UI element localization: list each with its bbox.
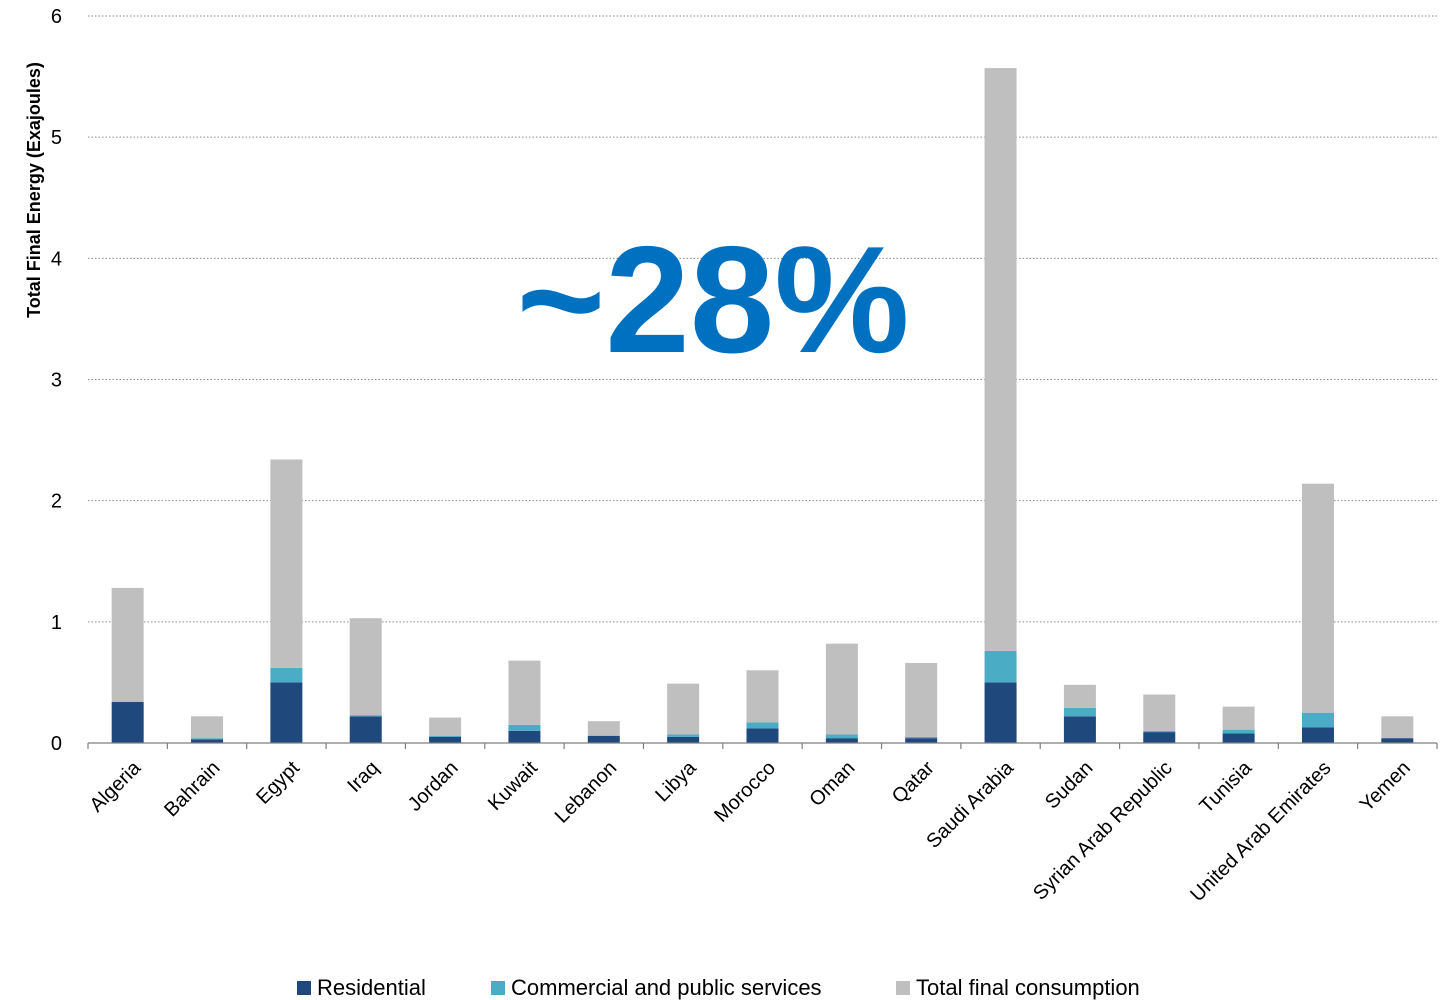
bar-segment-residential <box>508 730 541 743</box>
bar-segment-total-final-consumption <box>667 683 700 735</box>
bar-segment-residential <box>1143 732 1176 743</box>
x-tick-label: Tunisia <box>1196 756 1257 817</box>
bar-segment-commercial-and-public-services <box>825 734 858 739</box>
bar-segment-total-final-consumption <box>1222 706 1255 730</box>
legend-swatch <box>491 981 505 995</box>
bar-segment-residential <box>191 739 224 743</box>
bar-segment-residential <box>349 716 382 743</box>
x-tick-label: Jordan <box>404 757 463 816</box>
legend-item: Total final consumption <box>896 975 1140 1000</box>
x-tick-label: Sudan <box>1041 757 1097 813</box>
legend-label: Commercial and public services <box>511 975 822 1000</box>
bar-segment-residential <box>984 682 1017 743</box>
bar-segment-residential <box>587 735 620 743</box>
x-tick-label: Algeria <box>86 756 146 816</box>
bar-segment-total-final-consumption <box>1301 483 1334 713</box>
bar-segment-residential <box>1301 727 1334 743</box>
y-tick-labels: 0 1 2 3 4 5 6 <box>51 6 62 755</box>
bar-segment-total-final-consumption <box>1063 684 1096 708</box>
bar-segment-residential <box>111 701 144 743</box>
legend-label: Total final consumption <box>916 975 1140 1000</box>
bar-segment-total-final-consumption <box>746 670 779 723</box>
bar-segment-commercial-and-public-services <box>349 715 382 717</box>
y-tick-label: 0 <box>51 733 62 755</box>
bar-segment-total-final-consumption <box>984 68 1017 651</box>
x-tick-label: Qatar <box>888 757 939 808</box>
bar-segment-commercial-and-public-services <box>508 724 541 731</box>
x-tick-label: Kuwait <box>484 757 542 815</box>
bar-segment-total-final-consumption <box>587 721 620 736</box>
bar-segment-total-final-consumption <box>1143 694 1176 731</box>
x-tick-label: Iraq <box>343 757 383 797</box>
x-tick-label: Syrian Arab Republic <box>1029 757 1177 905</box>
legend-item: Commercial and public services <box>491 975 822 1000</box>
bar-segment-commercial-and-public-services <box>1063 707 1096 717</box>
annotation-percentage: ~28% <box>517 215 910 385</box>
legend-swatch <box>297 981 311 995</box>
bar-segment-residential <box>429 736 462 743</box>
y-tick-label: 2 <box>51 491 62 513</box>
bar-segment-total-final-consumption <box>349 618 382 716</box>
legend-swatch <box>896 981 910 995</box>
bar-segment-total-final-consumption <box>270 459 303 668</box>
y-tick-label: 5 <box>51 127 62 149</box>
x-tick-labels: Algeria Bahrain Egypt Iraq Jordan Kuwait Leban… <box>86 743 1438 906</box>
bar-segment-residential <box>667 736 700 743</box>
x-tick-label: Egypt <box>252 757 304 809</box>
bar-segment-commercial-and-public-services <box>667 734 700 737</box>
bar-segment-commercial-and-public-services <box>905 736 938 739</box>
x-tick-label: Oman <box>805 757 859 811</box>
x-tick-label: United Arab Emirates <box>1186 757 1335 906</box>
bar-segment-residential <box>1222 733 1255 743</box>
bar-segment-total-final-consumption <box>825 643 858 735</box>
bars <box>111 68 1414 743</box>
x-tick-label: Bahrain <box>160 757 224 821</box>
bar-segment-total-final-consumption <box>191 716 224 739</box>
bar-segment-commercial-and-public-services <box>746 722 779 729</box>
legend-item: Residential <box>297 975 426 1000</box>
bar-segment-residential <box>905 738 938 743</box>
y-tick-label: 1 <box>51 612 62 634</box>
bar-segment-commercial-and-public-services <box>429 735 462 737</box>
bar-segment-total-final-consumption <box>1381 716 1414 739</box>
bar-segment-residential <box>825 738 858 743</box>
bar-segment-residential <box>1381 738 1414 743</box>
bar-segment-total-final-consumption <box>429 717 462 736</box>
bar-segment-residential <box>746 728 779 743</box>
bar-segment-commercial-and-public-services <box>1301 712 1334 728</box>
bar-segment-commercial-and-public-services <box>984 650 1017 683</box>
y-tick-label: 6 <box>51 6 62 28</box>
bar-segment-residential <box>270 682 303 743</box>
bar-segment-commercial-and-public-services <box>1222 729 1255 734</box>
y-axis-label: Total Final Energy (Exajoules) <box>24 62 44 318</box>
y-tick-label: 3 <box>51 370 62 392</box>
gridlines <box>88 15 1437 623</box>
legend: Residential Commercial and public service… <box>297 975 1140 1000</box>
bar-segment-total-final-consumption <box>111 587 144 702</box>
bar-segment-total-final-consumption <box>508 660 541 725</box>
x-tick-label: Morocco <box>710 757 780 827</box>
bar-segment-commercial-and-public-services <box>1143 730 1176 733</box>
legend-label: Residential <box>317 975 426 1000</box>
bar-segment-total-final-consumption <box>905 663 938 737</box>
bar-segment-residential <box>1063 716 1096 743</box>
x-tick-label: Yemen <box>1356 757 1415 816</box>
bar-segment-commercial-and-public-services <box>270 667 303 683</box>
bar-segment-commercial-and-public-services <box>191 738 224 740</box>
y-tick-label: 4 <box>51 248 62 270</box>
x-tick-label: Libya <box>651 756 701 806</box>
x-tick-label: Lebanon <box>551 757 622 828</box>
